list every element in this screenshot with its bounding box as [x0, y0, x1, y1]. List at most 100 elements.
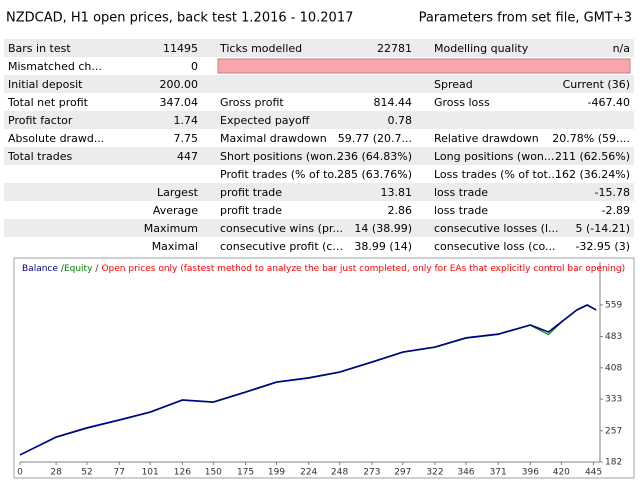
- stat-value: 200.00: [160, 78, 199, 91]
- legend-entry: Equity: [64, 264, 93, 274]
- stat-label: Total net profit: [7, 96, 89, 109]
- x-tick-label: 396: [522, 468, 539, 478]
- stat-label: Absolute drawd...: [8, 132, 104, 145]
- chart: 0 28 52 77 101 126 150 175 199 224 248 273 297 322 346…: [17, 262, 625, 478]
- stat-value: n/a: [613, 42, 630, 55]
- report-params: Parameters from set file, GMT+3: [419, 11, 632, 26]
- row-bg: [4, 111, 634, 129]
- stat-label: Expected payoff: [220, 114, 310, 127]
- stat-value: 814.44: [374, 96, 413, 109]
- stat-label: consecutive profit (c...: [220, 240, 343, 253]
- stat-label: Mismatched ch...: [8, 60, 102, 73]
- x-tick-label: 322: [426, 468, 443, 478]
- x-tick-label: 297: [394, 468, 411, 478]
- stat-value: Current (36): [563, 78, 630, 91]
- stat-value: 1.74: [174, 114, 199, 127]
- legend-entry: Balance: [22, 264, 58, 274]
- stat-label: profit trade: [220, 186, 282, 199]
- legend-note: Open prices only (fastest method to anal…: [101, 264, 625, 274]
- x-tick-label: 248: [331, 468, 348, 478]
- stat-label: Gross loss: [434, 96, 490, 109]
- stat-label: loss trade: [434, 204, 488, 217]
- y-tick-label: 182: [605, 458, 622, 468]
- report-title: NZDCAD, H1 open prices, back test 1.2016…: [6, 11, 353, 26]
- x-tick-label: 126: [174, 468, 191, 478]
- stat-value: -15.78: [595, 186, 630, 199]
- stat-value: 347.04: [160, 96, 199, 109]
- stat-label: Initial deposit: [8, 78, 83, 91]
- stat-value: 2.86: [388, 204, 413, 217]
- stat-value: 20.78% (59....: [552, 132, 630, 145]
- stat-value: 22781: [377, 42, 412, 55]
- x-tick-label: 445: [585, 468, 602, 478]
- y-tick-label: 333: [605, 395, 622, 405]
- stat-label: Spread: [434, 78, 473, 91]
- stat-label: consecutive losses (l...: [434, 222, 559, 235]
- stat-value: 7.75: [174, 132, 199, 145]
- stat-label: consecutive loss (co...: [434, 240, 556, 253]
- row-bg: [4, 39, 634, 57]
- y-tick-label: 559: [605, 300, 622, 310]
- stat-value: 211 (62.56%): [555, 150, 630, 163]
- row-bg: [4, 75, 634, 93]
- stat-label: consecutive wins (pr...: [220, 222, 343, 235]
- x-tick-label: 101: [142, 468, 159, 478]
- stat-value: 13.81: [381, 186, 413, 199]
- stat-label: Long positions (won...: [434, 150, 554, 163]
- stat-value: -467.40: [588, 96, 630, 109]
- stat-label: Loss trades (% of tot...: [434, 168, 558, 181]
- row-label: Maximum: [144, 222, 198, 235]
- mismatch-bar: [217, 58, 631, 74]
- x-tick-label: 150: [205, 468, 222, 478]
- row-bg: [4, 219, 634, 237]
- stat-label: Profit trades (% of to...: [220, 168, 344, 181]
- stat-value: 236 (64.83%): [337, 150, 412, 163]
- stat-value: 5 (-14.21): [575, 222, 630, 235]
- x-tick-label: 273: [363, 468, 380, 478]
- y-tick-label: 408: [605, 363, 622, 373]
- stat-value: -32.95 (3): [575, 240, 630, 253]
- stat-label: Gross profit: [220, 96, 284, 109]
- x-tick-label: 420: [553, 468, 570, 478]
- stat-value: 0.78: [388, 114, 413, 127]
- series-line: [19, 304, 597, 456]
- stat-label: Maximal drawdown: [220, 132, 327, 145]
- stat-value: 0: [191, 60, 198, 73]
- stat-label: Profit factor: [8, 114, 73, 127]
- stat-value: -2.89: [602, 204, 630, 217]
- stat-label: Ticks modelled: [219, 42, 302, 55]
- chart-frame: [13, 257, 635, 479]
- stat-value: 285 (63.76%): [337, 168, 412, 181]
- stat-label: Bars in test: [8, 42, 71, 55]
- stat-value: 59.77 (20.7...: [338, 132, 412, 145]
- legend-separator: /: [61, 264, 65, 274]
- row-bg: [4, 147, 634, 165]
- stat-value: 38.99 (14): [354, 240, 412, 253]
- legend: Balance/Equity / Open prices only (fastest…: [22, 264, 625, 274]
- stat-label: Relative drawdown: [434, 132, 539, 145]
- stat-value: 14 (38.99): [354, 222, 412, 235]
- row-label: Largest: [157, 186, 199, 199]
- x-tick-label: 28: [50, 468, 62, 478]
- legend-separator: /: [95, 264, 99, 274]
- x-tick-label: 346: [457, 468, 474, 478]
- x-tick-label: 199: [268, 468, 285, 478]
- x-tick-label: 52: [81, 468, 92, 478]
- x-tick-label: 77: [114, 468, 125, 478]
- stats-table: Bars in test 11495 Ticks modelled 22781 Mode…: [4, 39, 634, 253]
- x-tick-label: 0: [17, 468, 23, 478]
- row-label: Maximal: [152, 240, 198, 253]
- stat-value: 162 (36.24%): [555, 168, 630, 181]
- stat-label: Short positions (won...: [220, 150, 343, 163]
- row-bg: [4, 183, 634, 201]
- stat-label: profit trade: [220, 204, 282, 217]
- stat-value: 447: [177, 150, 198, 163]
- stat-label: loss trade: [434, 186, 488, 199]
- x-tick-label: 175: [237, 468, 254, 478]
- y-tick-label: 257: [605, 426, 622, 436]
- y-tick-label: 483: [605, 332, 622, 342]
- stat-label: Modelling quality: [434, 42, 529, 55]
- stat-value: 11495: [163, 42, 198, 55]
- x-tick-label: 371: [490, 468, 507, 478]
